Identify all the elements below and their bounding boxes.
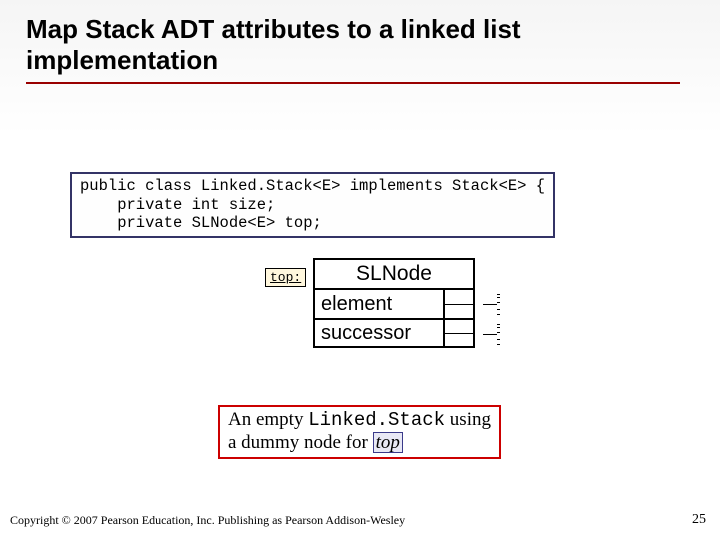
caption-italic-top: top xyxy=(376,432,400,453)
caption-text-3: a dummy node for xyxy=(228,432,373,453)
slnode-successor-label: successor xyxy=(315,322,443,345)
code-line-3: private SLNode<E> top; xyxy=(80,214,322,232)
linked-stack-diagram: top: SLNode element successor xyxy=(265,258,525,378)
caption-box: An empty Linked.Stack using a dummy node… xyxy=(218,405,501,459)
slnode-successor-row: successor xyxy=(315,318,473,346)
slnode-element-row: element xyxy=(315,290,473,318)
caption-code: Linked.Stack xyxy=(308,409,445,431)
caption-top-highlight: top xyxy=(373,432,403,453)
slnode-title: SLNode xyxy=(315,260,473,290)
code-block: public class Linked.Stack<E> implements … xyxy=(70,172,555,238)
code-line-1: public class Linked.Stack<E> implements … xyxy=(80,177,545,195)
slnode-element-label: element xyxy=(315,293,443,316)
code-line-2: private int size; xyxy=(80,196,275,214)
copyright-text: Copyright © 2007 Pearson Education, Inc.… xyxy=(10,513,405,528)
top-reference-label: top: xyxy=(265,268,306,287)
caption-text-1: An empty xyxy=(228,409,308,430)
slide-title: Map Stack ADT attributes to a linked lis… xyxy=(26,14,680,84)
caption-text-2: using xyxy=(445,409,491,430)
slnode-successor-cell xyxy=(443,320,473,346)
slnode-element-cell xyxy=(443,290,473,318)
page-number: 25 xyxy=(692,512,706,528)
slnode-box: SLNode element successor xyxy=(313,258,475,348)
